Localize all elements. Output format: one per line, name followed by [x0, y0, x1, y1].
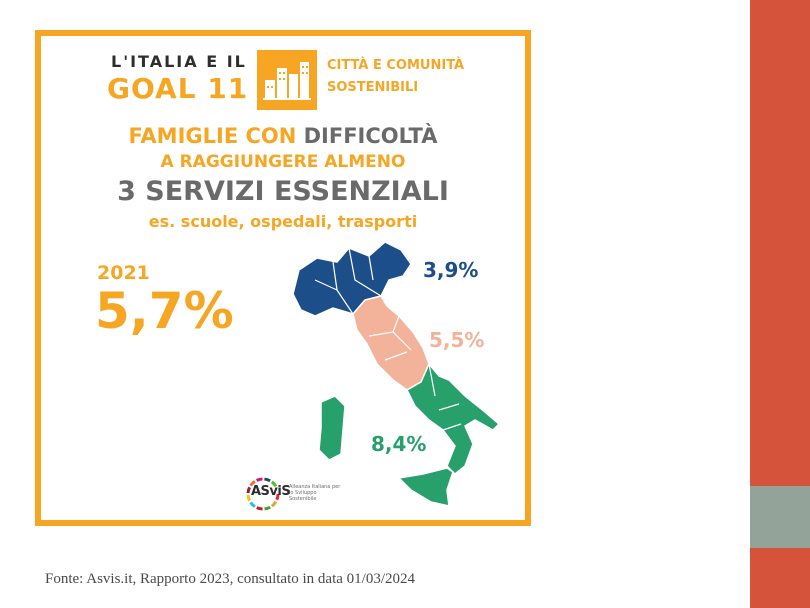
asvis-logo-subtext: Alleanza Italiana per lo Sviluppo Sosten… — [289, 484, 341, 502]
map-sardinia — [318, 395, 346, 461]
south-value: 8,4% — [371, 432, 427, 456]
sdg-ring-icon — [246, 477, 280, 511]
side-bar-bottom — [750, 548, 810, 608]
map-sicily — [397, 467, 454, 507]
side-bar-top — [750, 0, 810, 486]
year-label: 2021 — [97, 262, 150, 284]
city-buildings-icon — [257, 50, 317, 110]
asvis-logo: ASviS Alleanza Italiana per lo Sviluppo … — [245, 474, 345, 514]
asvis-logo-text: ASviS — [251, 484, 291, 499]
title-part1: FAMIGLIE CON — [128, 124, 297, 148]
title-part2: DIFFICOLTÀ — [303, 124, 438, 148]
title-line1: FAMIGLIE CON DIFFICOLTÀ — [41, 124, 525, 148]
goal-name-line1: CITTÀ E COMUNITÀ — [327, 58, 465, 73]
title-line4: es. scuole, ospedali, trasporti — [148, 212, 418, 231]
map-centre — [352, 295, 430, 391]
source-caption: Fonte: Asvis.it, Rapporto 2023, consulta… — [45, 571, 415, 587]
north-value: 3,9% — [423, 258, 479, 282]
title-line3: 3 SERVIZI ESSENZIALI — [117, 176, 449, 207]
goal-name-line2: SOSTENIBILI — [327, 80, 419, 95]
header-line1: L'ITALIA E IL — [111, 52, 247, 71]
map-south — [406, 362, 501, 476]
infographic-card: L'ITALIA E IL GOAL 11 CITTÀ E COMUNITÀ S… — [35, 30, 531, 526]
side-bar-middle — [750, 486, 810, 548]
title-line2: A RAGGIUNGERE ALMENO — [160, 152, 406, 172]
centre-value: 5,5% — [429, 328, 485, 352]
italy-map — [292, 241, 501, 507]
header-goal: GOAL 11 — [107, 72, 249, 105]
national-value: 5,7% — [95, 282, 234, 340]
map-north — [292, 241, 412, 317]
